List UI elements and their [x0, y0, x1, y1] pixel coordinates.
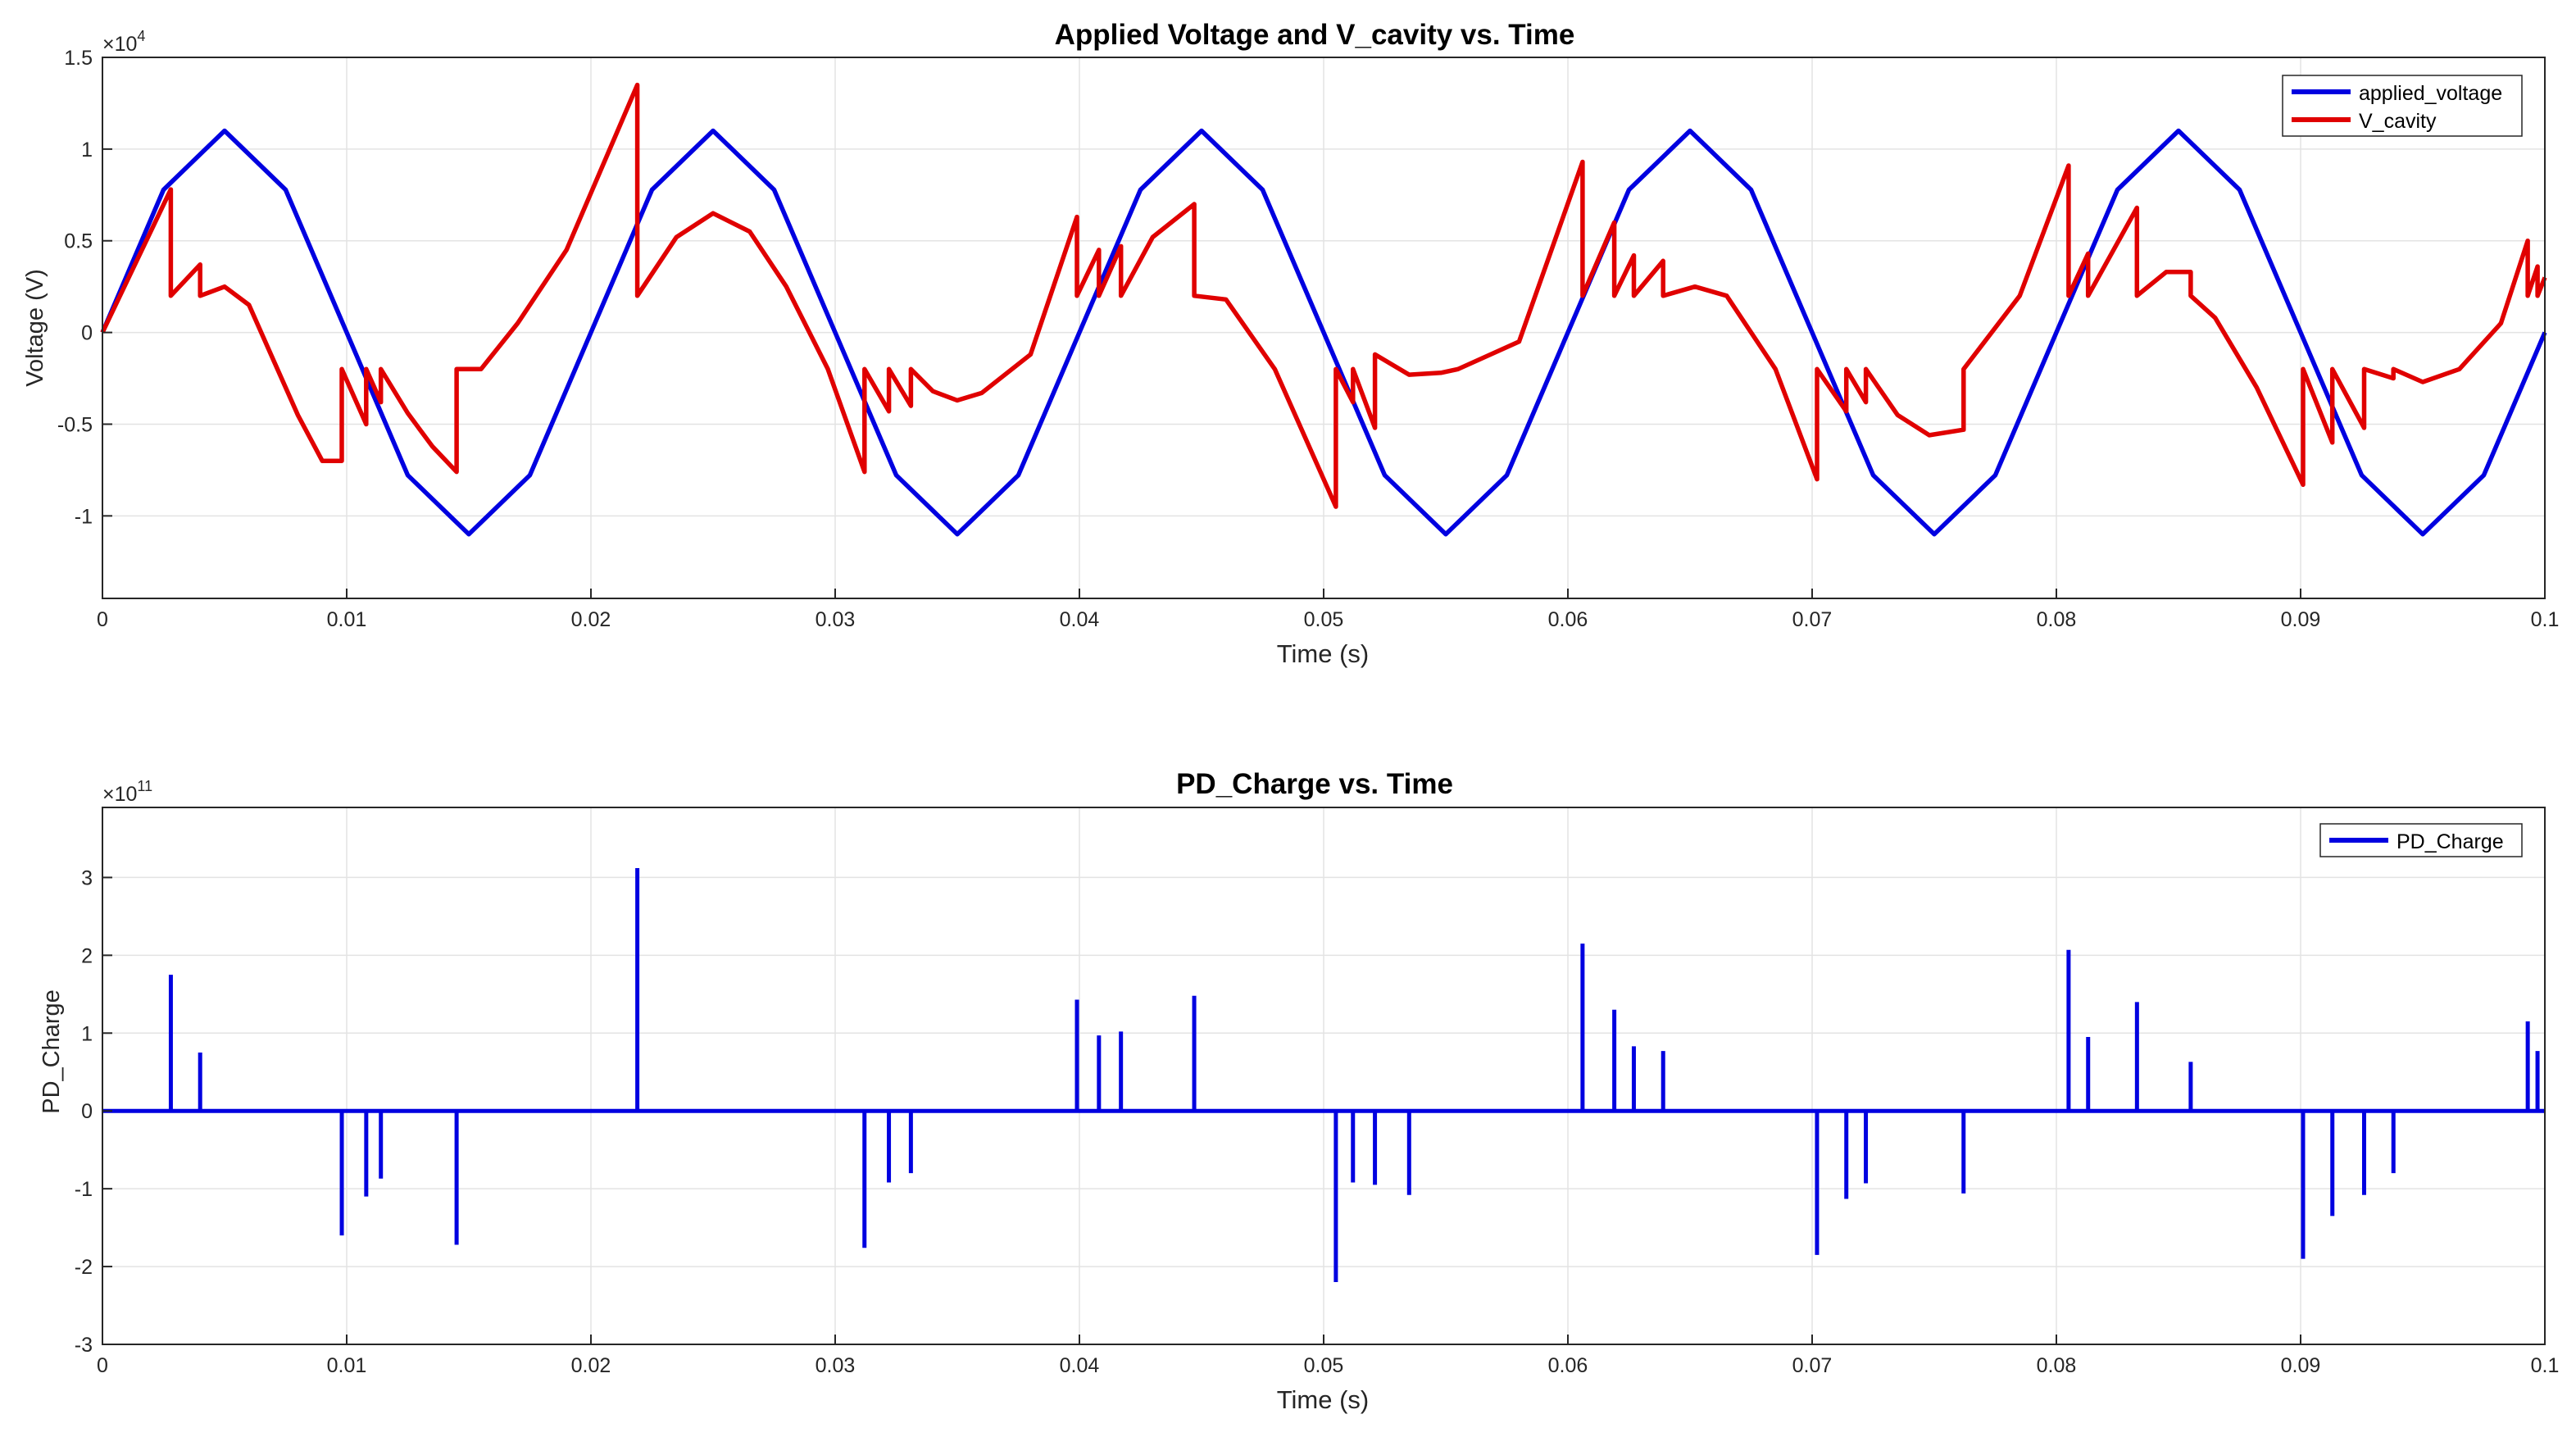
x-tick-label: 0.01 [327, 1354, 367, 1377]
x-tick-label: 0 [97, 1354, 108, 1377]
x-tick-label: 0.03 [816, 608, 856, 631]
x-tick-label: 0.01 [327, 608, 367, 631]
voltage-y-axis-label: Voltage (V) [22, 269, 48, 386]
y-tick-label: -1 [75, 505, 93, 528]
pd-charge-legend: PD_Charge [2319, 823, 2523, 857]
voltage-y-exponent: ×104 [102, 28, 145, 56]
pd-charge-y-axis-label: PD_Charge [39, 989, 65, 1114]
x-tick-label: 0 [97, 608, 108, 631]
x-tick-label: 0.08 [2037, 608, 2077, 631]
y-tick-label: -0.5 [57, 413, 93, 436]
y-tick-label: 1 [81, 1022, 93, 1045]
y-tick-label: 1.5 [64, 47, 93, 70]
voltage-y-exponent-power: 4 [137, 28, 145, 44]
y-tick-label: -3 [75, 1334, 93, 1357]
pd-charge-x-axis-label: Time (s) [1277, 1385, 1370, 1414]
x-tick-label: 0.02 [571, 608, 611, 631]
voltage-legend-box [2282, 75, 2523, 137]
x-tick-label: 0.05 [1304, 608, 1344, 631]
y-tick-label: -2 [75, 1256, 93, 1279]
pd-charge-series [102, 868, 2545, 1283]
pd-charge-x-ticks: 0 0.01 0.02 0.03 0.04 0.05 0.06 0.07 0.08 0.09 0.1 [97, 1335, 2559, 1377]
x-tick-label: 0.07 [1792, 608, 1833, 631]
series-line-applied-voltage [100, 128, 2547, 537]
x-tick-label: 0.07 [1792, 1354, 1833, 1377]
series-line-v-cavity [100, 82, 2547, 509]
x-tick-label: 0.1 [2531, 1354, 2560, 1377]
voltage-series [100, 82, 2547, 537]
voltage-y-exponent-base: ×10 [102, 33, 137, 56]
x-tick-label: 0.04 [1060, 1354, 1100, 1377]
y-tick-label: 1 [81, 139, 93, 161]
legend-label-v-cavity: V_cavity [2359, 110, 2437, 133]
pd-charge-chart: 0 0.01 0.02 0.03 0.04 0.05 0.06 0.07 0.08 0.09 0.1… [39, 768, 2559, 1414]
x-tick-label: 0.03 [816, 1354, 856, 1377]
voltage-legend: applied_voltage V_cavity [2282, 75, 2523, 137]
pd-charge-y-ticks: -3 -2 -1 0 1 2 3 [75, 866, 112, 1357]
pd-charge-chart-title: PD_Charge vs. Time [1176, 768, 1453, 800]
x-tick-label: 0.04 [1060, 608, 1100, 631]
voltage-y-ticks: -1 -0.5 0 0.5 1 1.5 [57, 47, 112, 528]
y-tick-label: 0.5 [64, 230, 93, 253]
x-tick-label: 0.06 [1548, 608, 1588, 631]
voltage-chart-title: Applied Voltage and V_cavity vs. Time [1055, 19, 1575, 51]
y-tick-label: -1 [75, 1178, 93, 1201]
x-tick-label: 0.1 [2531, 608, 2560, 631]
x-tick-label: 0.09 [2281, 608, 2321, 631]
x-tick-label: 0.06 [1548, 1354, 1588, 1377]
x-tick-label: 0.05 [1304, 1354, 1344, 1377]
legend-label-pd-charge: PD_Charge [2397, 830, 2504, 853]
legend-label-applied-voltage: applied_voltage [2359, 82, 2502, 105]
pd-charge-y-exponent-power: 11 [137, 778, 152, 794]
voltage-x-axis-label: Time (s) [1277, 639, 1370, 668]
y-tick-label: 0 [81, 1100, 93, 1123]
x-tick-label: 0.09 [2281, 1354, 2321, 1377]
y-tick-label: 2 [81, 944, 93, 967]
voltage-x-ticks: 0 0.01 0.02 0.03 0.04 0.05 0.06 0.07 0.08 0.09 0.1 [97, 589, 2559, 631]
x-tick-label: 0.08 [2037, 1354, 2077, 1377]
pd-charge-y-exponent: ×1011 [102, 778, 152, 806]
pd-charge-y-exponent-base: ×10 [102, 783, 137, 806]
y-tick-label: 3 [81, 866, 93, 889]
y-tick-label: 0 [81, 322, 93, 345]
x-tick-label: 0.02 [571, 1354, 611, 1377]
voltage-chart: 0 0.01 0.02 0.03 0.04 0.05 0.06 0.07 0.08 0.09 0.1… [22, 19, 2559, 668]
